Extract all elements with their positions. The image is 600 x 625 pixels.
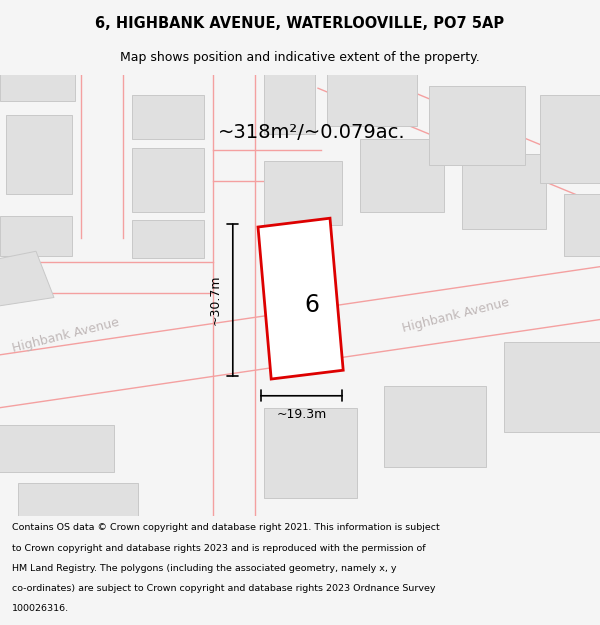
Polygon shape: [0, 216, 72, 256]
Text: Highbank Avenue: Highbank Avenue: [401, 296, 511, 335]
Polygon shape: [6, 114, 72, 194]
Text: 6: 6: [304, 293, 319, 318]
Polygon shape: [504, 342, 600, 432]
Text: Highbank Avenue: Highbank Avenue: [11, 316, 121, 354]
Text: ~19.3m: ~19.3m: [277, 408, 326, 421]
Polygon shape: [327, 53, 417, 126]
Polygon shape: [18, 482, 138, 516]
Text: 100026316.: 100026316.: [12, 604, 69, 613]
Polygon shape: [462, 154, 546, 229]
Polygon shape: [429, 86, 525, 166]
Polygon shape: [540, 95, 600, 183]
Polygon shape: [264, 62, 315, 134]
Text: Contains OS data © Crown copyright and database right 2021. This information is : Contains OS data © Crown copyright and d…: [12, 523, 440, 532]
Polygon shape: [0, 251, 54, 309]
Polygon shape: [564, 194, 600, 256]
Polygon shape: [264, 161, 342, 225]
Text: to Crown copyright and database rights 2023 and is reproduced with the permissio: to Crown copyright and database rights 2…: [12, 544, 425, 552]
Polygon shape: [360, 139, 444, 212]
Polygon shape: [0, 58, 75, 101]
Polygon shape: [132, 148, 204, 212]
Polygon shape: [132, 221, 204, 258]
Text: ~318m²/~0.079ac.: ~318m²/~0.079ac.: [218, 124, 406, 142]
Text: co-ordinates) are subject to Crown copyright and database rights 2023 Ordnance S: co-ordinates) are subject to Crown copyr…: [12, 584, 436, 593]
Polygon shape: [132, 95, 204, 139]
Text: 6, HIGHBANK AVENUE, WATERLOOVILLE, PO7 5AP: 6, HIGHBANK AVENUE, WATERLOOVILLE, PO7 5…: [95, 16, 505, 31]
Polygon shape: [264, 408, 357, 498]
Polygon shape: [258, 218, 343, 379]
Polygon shape: [384, 386, 486, 467]
Text: Map shows position and indicative extent of the property.: Map shows position and indicative extent…: [120, 51, 480, 64]
Text: HM Land Registry. The polygons (including the associated geometry, namely x, y: HM Land Registry. The polygons (includin…: [12, 564, 397, 572]
Polygon shape: [0, 425, 114, 471]
Text: ~30.7m: ~30.7m: [208, 275, 221, 326]
